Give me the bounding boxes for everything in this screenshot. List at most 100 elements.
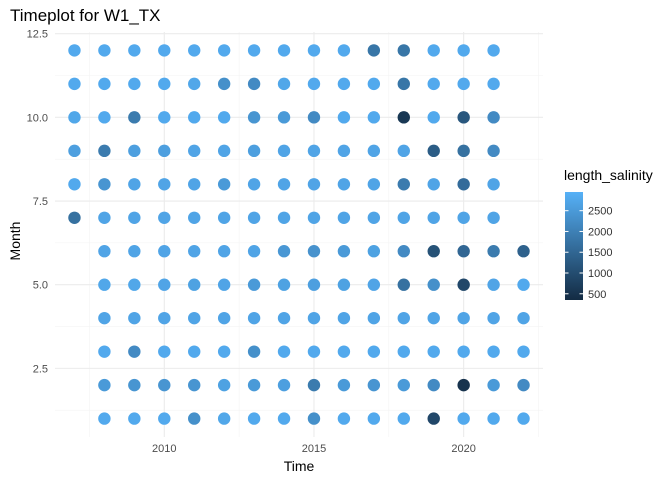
data-point	[367, 311, 381, 325]
data-point	[98, 278, 111, 291]
data-point	[307, 311, 321, 325]
data-point	[277, 211, 291, 224]
data-point	[247, 311, 261, 325]
data-point	[337, 245, 351, 258]
data-point	[337, 178, 351, 191]
data-point	[217, 278, 231, 291]
data-point	[457, 311, 470, 325]
data-point	[307, 245, 321, 258]
data-point	[487, 111, 500, 124]
data-point	[217, 77, 231, 91]
data-point	[487, 345, 500, 358]
x-axis-title: Time	[284, 458, 315, 474]
legend-title: length_salinity	[564, 167, 653, 183]
data-point	[217, 345, 231, 358]
data-point	[277, 111, 291, 124]
data-point	[188, 345, 201, 358]
data-point	[277, 345, 291, 358]
chart-title: Timeplot for W1_TX	[10, 6, 161, 25]
data-point	[337, 345, 351, 358]
data-point	[158, 245, 171, 258]
y-tick-label: 7.5	[33, 196, 48, 208]
data-point	[487, 44, 500, 57]
data-point	[217, 412, 231, 425]
y-tick-label: 10.0	[27, 112, 48, 124]
data-point	[397, 278, 410, 291]
data-point	[188, 111, 201, 124]
data-point	[457, 412, 470, 425]
data-point	[427, 44, 440, 57]
data-point	[457, 211, 470, 224]
data-point	[337, 144, 351, 158]
data-point	[397, 245, 410, 258]
data-point	[217, 144, 231, 158]
data-point	[128, 144, 141, 158]
data-point	[427, 144, 440, 158]
data-point	[307, 178, 321, 191]
data-point	[128, 111, 141, 124]
data-point	[487, 278, 500, 291]
legend-label: 500	[588, 289, 606, 301]
legend-label: 2500	[588, 206, 612, 218]
data-point	[217, 245, 231, 258]
data-point	[397, 77, 410, 91]
data-point	[397, 178, 410, 191]
data-point	[457, 144, 470, 158]
data-point	[247, 44, 261, 57]
data-point	[247, 245, 261, 258]
data-point	[337, 412, 351, 425]
data-point	[128, 311, 141, 325]
data-point	[158, 77, 171, 91]
data-point	[307, 278, 321, 291]
data-point	[98, 77, 111, 91]
data-point	[158, 178, 171, 191]
data-point	[128, 211, 141, 224]
data-point	[188, 311, 201, 325]
data-point	[367, 345, 381, 358]
data-point	[487, 412, 500, 425]
data-point	[98, 245, 111, 258]
data-point	[158, 311, 171, 325]
data-point	[98, 378, 111, 392]
grid	[55, 32, 543, 437]
data-point	[427, 378, 440, 392]
data-point	[367, 44, 381, 57]
data-point	[397, 44, 410, 57]
data-point	[247, 111, 261, 124]
data-point	[457, 245, 470, 258]
data-point	[188, 178, 201, 191]
data-point	[487, 245, 500, 258]
data-point	[247, 77, 261, 91]
data-point	[367, 178, 381, 191]
data-point	[247, 278, 261, 291]
data-point	[397, 311, 410, 325]
y-tick-label: 2.5	[33, 363, 48, 375]
data-point	[367, 111, 381, 124]
data-point	[427, 211, 440, 224]
data-point	[128, 345, 141, 358]
data-point	[158, 111, 171, 124]
data-point	[277, 144, 291, 158]
data-point	[98, 412, 111, 425]
data-point	[98, 178, 111, 191]
data-point	[277, 412, 291, 425]
data-point	[367, 278, 381, 291]
data-point	[188, 77, 201, 91]
data-point	[188, 44, 201, 57]
data-point	[307, 111, 321, 124]
data-point	[337, 278, 351, 291]
data-point	[128, 44, 141, 57]
data-point	[457, 178, 470, 191]
data-point	[427, 412, 440, 425]
data-point	[337, 77, 351, 91]
data-point	[158, 44, 171, 57]
data-point	[367, 144, 381, 158]
data-point	[307, 345, 321, 358]
data-point	[397, 144, 410, 158]
data-point	[217, 378, 231, 392]
data-point	[98, 211, 111, 224]
data-point	[217, 178, 231, 191]
data-point	[457, 111, 470, 124]
data-point	[98, 311, 111, 325]
